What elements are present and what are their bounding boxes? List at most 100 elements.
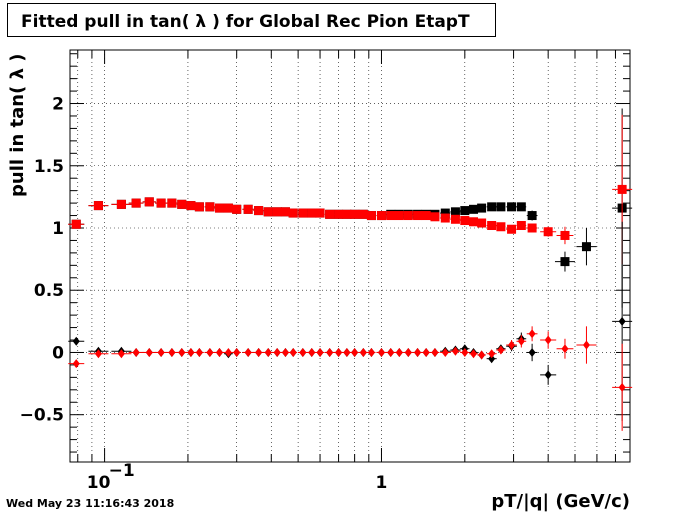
data-point [72,359,80,369]
data-point [186,201,196,211]
data-point [487,202,497,212]
data-point [263,207,273,217]
data-point [94,349,102,359]
data-point [413,211,423,221]
data-point [326,347,334,357]
data-point [387,347,395,357]
data-point [477,203,487,213]
data-point [167,198,177,208]
data-point [116,199,126,209]
data-point [93,201,103,211]
data-point [315,208,325,218]
data-point [187,347,195,357]
data-point [281,347,289,357]
data-point [272,207,282,217]
data-point [430,212,440,222]
data-point [404,347,412,357]
data-point [517,336,525,346]
x-tick-label: 10 [87,473,111,493]
data-point [233,347,241,357]
data-point [544,370,552,380]
data-point [377,347,385,357]
data-point [497,345,505,355]
data-point [205,202,215,212]
data-point [325,209,335,219]
data-point [215,347,223,357]
data-point [367,347,375,357]
data-point [206,347,214,357]
data-point [178,347,186,357]
data-point [560,257,570,267]
data-point [299,347,307,357]
data-point [451,346,459,356]
data-point [156,198,166,208]
data-point [450,207,460,217]
x-tick-label: 1 [376,473,388,493]
data-point [255,347,263,357]
data-point [440,208,450,218]
data-point [280,207,290,217]
data-point [308,347,316,357]
data-point [376,211,386,221]
data-point [461,347,469,357]
data-point [507,202,517,212]
data-point [395,347,403,357]
data-point [450,214,460,224]
y-tick-label: 0.5 [34,281,64,301]
data-point [359,347,367,357]
data-point [334,209,344,219]
data-point [488,354,496,364]
data-point [460,206,470,216]
data-point [307,208,317,218]
data-point [582,340,590,350]
data-point [195,347,203,357]
data-point [469,217,479,227]
y-tick-label: 1.5 [34,157,64,177]
data-point [507,224,517,234]
data-point [618,382,626,392]
data-point [131,198,141,208]
data-point [316,347,324,357]
data-point [496,222,506,232]
data-point [543,227,553,237]
chart-title: Fitted pull in tan( λ ) for Global Rec P… [21,12,470,32]
data-point [351,347,359,357]
data-point [422,347,430,357]
data-point [145,347,153,357]
data-point [581,242,591,252]
data-point [460,216,470,226]
data-point [421,211,431,221]
data-point [243,204,253,214]
y-tick-label: 0 [52,343,64,363]
data-point [470,349,478,359]
y-tick-label: 2 [52,95,64,115]
data-point [144,197,154,207]
data-point [298,208,308,218]
data-point [403,211,413,221]
data-point [132,347,140,357]
data-point [232,204,242,214]
data-point [343,347,351,357]
data-point [273,347,281,357]
data-point [194,202,204,212]
data-point [488,349,496,359]
data-point [560,230,570,240]
y-axis-label: pull in tan( λ ) [7,53,28,198]
data-point [527,223,537,233]
data-point [244,347,252,357]
data-point [487,221,497,231]
data-point [394,211,404,221]
data-point [386,211,396,221]
timestamp: Wed May 23 11:16:43 2018 [6,497,175,510]
data-point [508,340,516,350]
data-point [358,209,368,219]
data-point [366,211,376,221]
data-point [350,209,360,219]
data-point [264,347,272,357]
x-axis-label: pT/|q| (GeV/c) [491,491,630,512]
data-point [224,347,232,357]
data-point [561,344,569,354]
data-point [223,203,233,213]
x-tick-label-exponent: −1 [109,461,135,481]
